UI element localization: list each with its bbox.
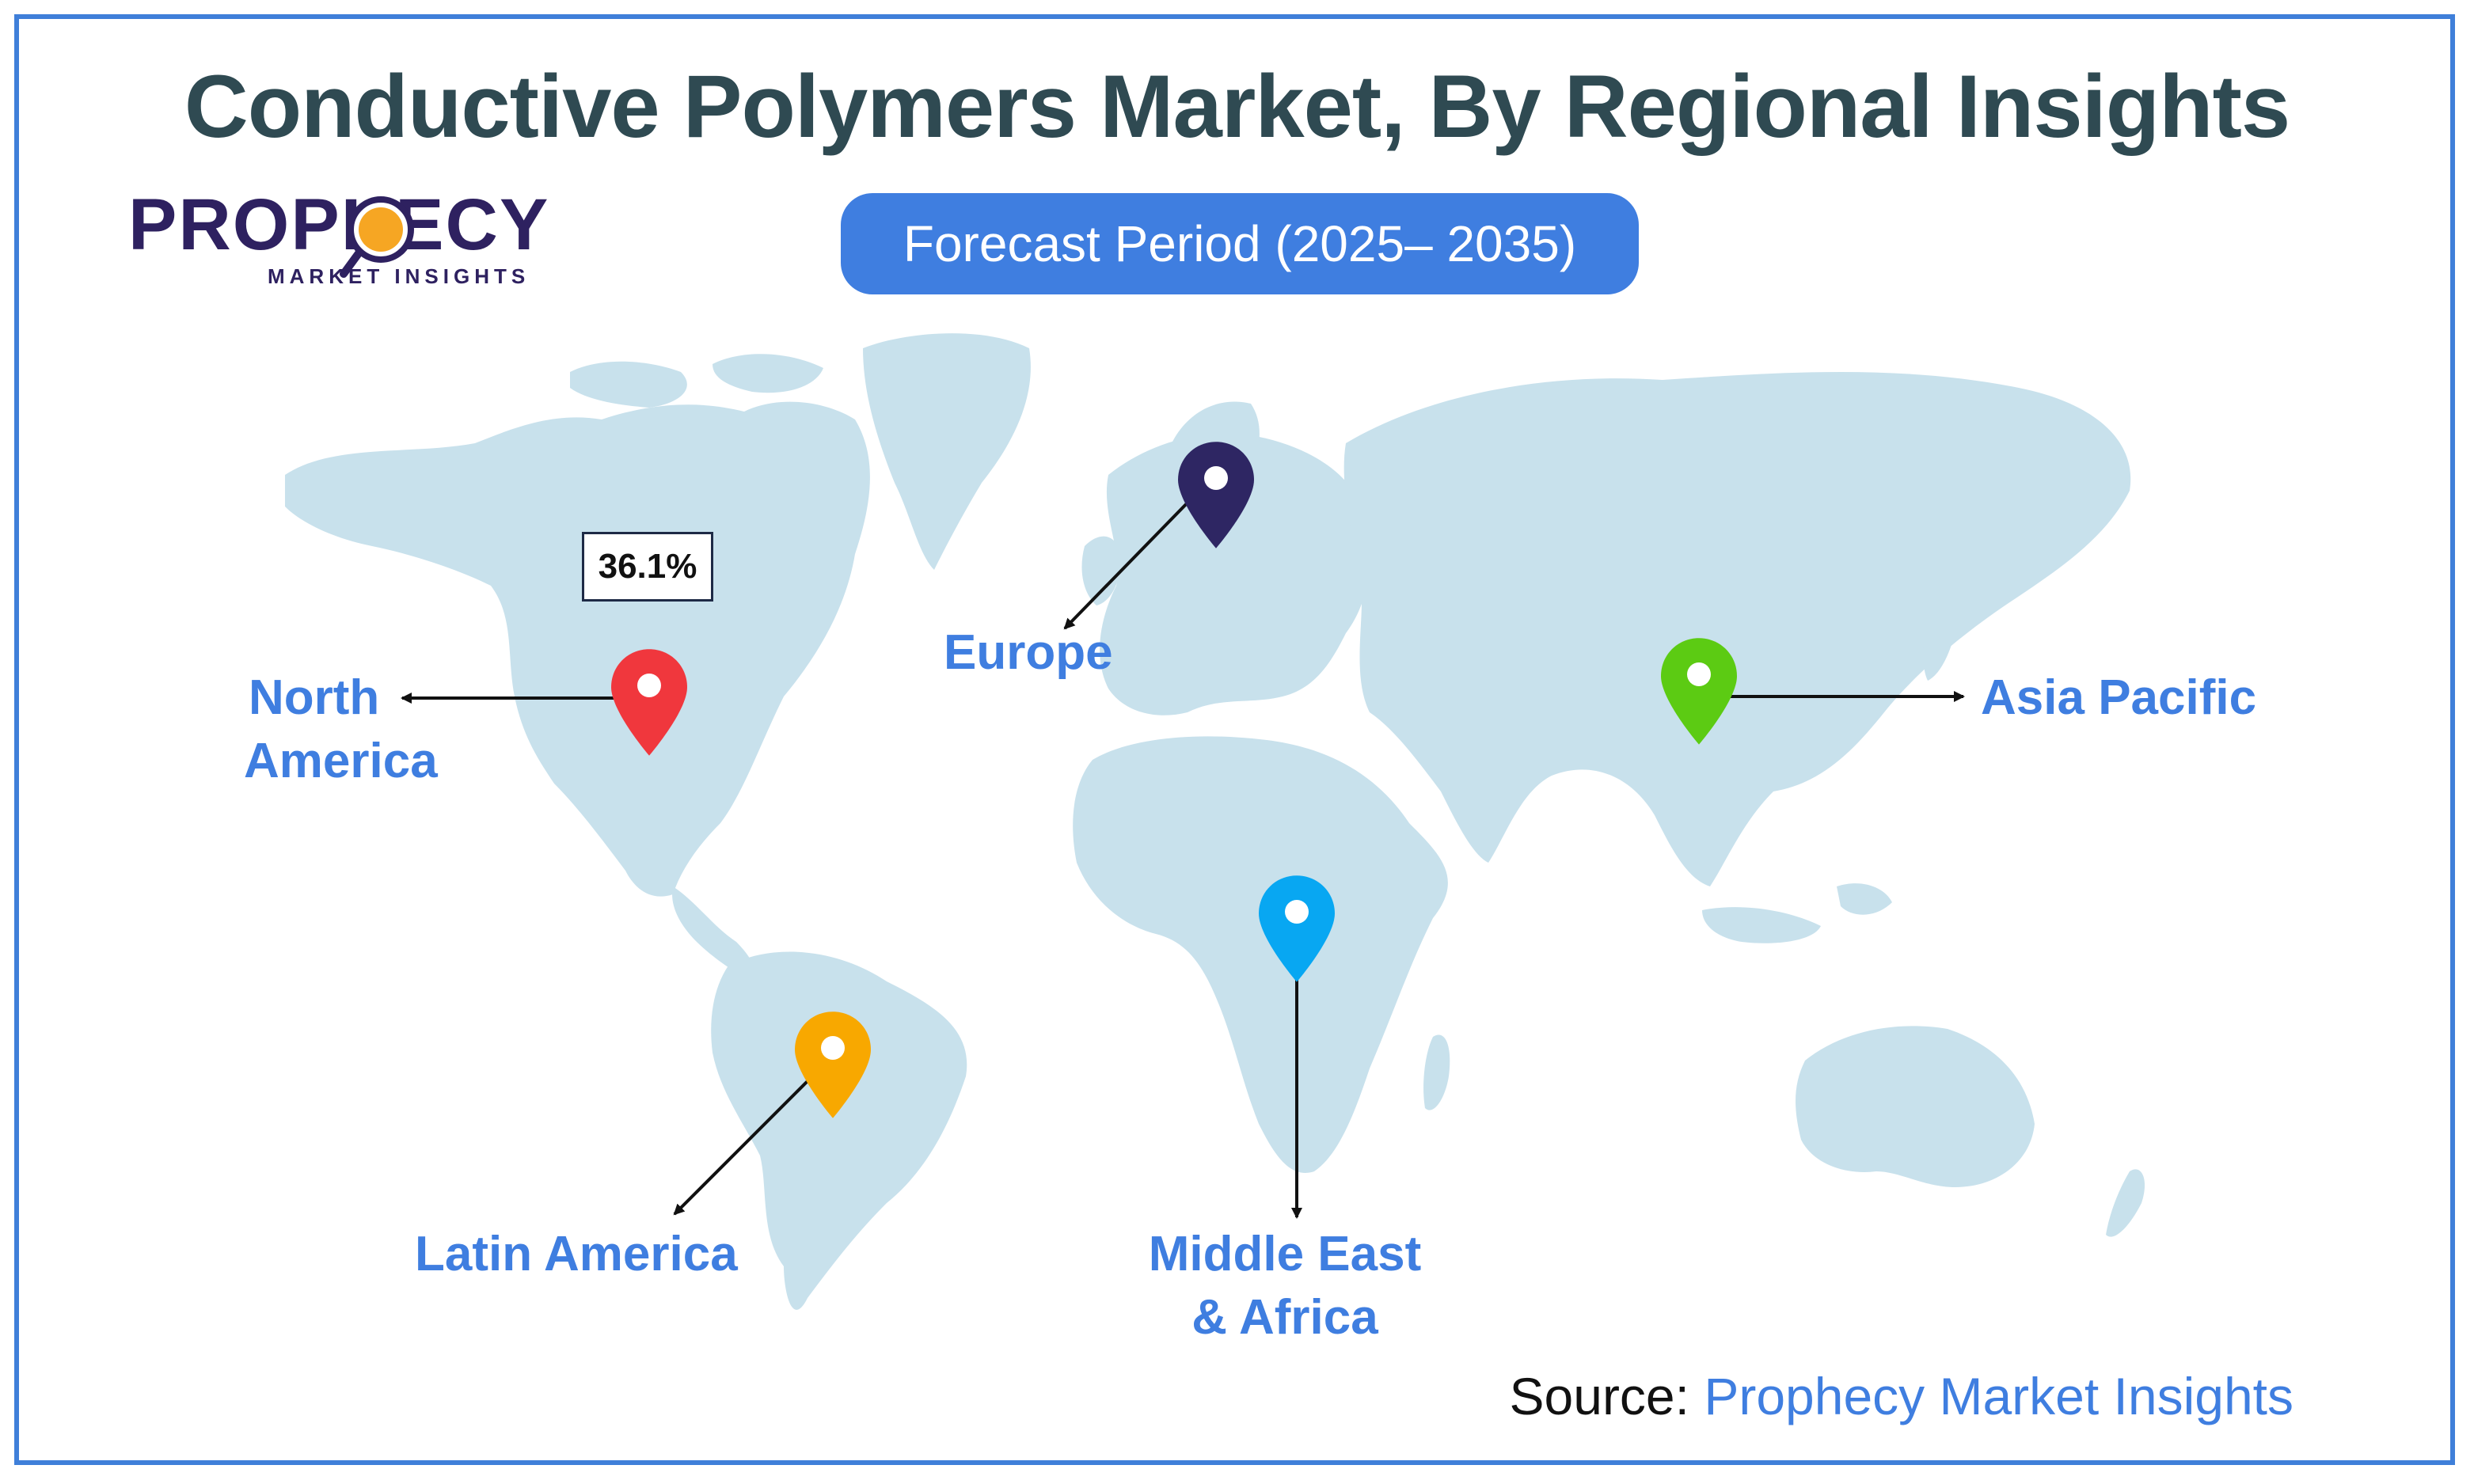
- pointer-lines: [401, 497, 1965, 1219]
- region-label-line: & Africa: [1191, 1290, 1378, 1345]
- region-label-latin-america: Latin America: [415, 1227, 738, 1281]
- arctic-islands: [570, 354, 823, 408]
- australia-landmass: [1796, 1026, 2035, 1187]
- location-pin-icon: [1661, 638, 1737, 745]
- new-zealand-landmass: [2106, 1169, 2145, 1237]
- africa-landmass: [1073, 736, 1448, 1173]
- asia-landmass: [1343, 372, 2131, 886]
- logo-tagline: MARKET INSIGHTS: [268, 264, 530, 288]
- forecast-period-badge: Forecast Period (2025– 2035): [841, 193, 1639, 294]
- location-pin-icon: [611, 649, 687, 756]
- europe-pointer: [1063, 497, 1193, 630]
- page-title: Conductive Polymers Market, By Regional …: [184, 57, 2290, 156]
- europe-landmass: [1100, 433, 1370, 715]
- location-pin-icon: [1259, 875, 1335, 982]
- magnifier-icon: [340, 196, 414, 278]
- madagascar-landmass: [1423, 1034, 1450, 1110]
- brand-logo: PROPHECY MARKET INSIGHTS: [128, 188, 603, 291]
- logo-wordmark: PROPHECY: [128, 188, 549, 261]
- region-label-asia-pacific: Asia Pacific: [1981, 670, 2257, 725]
- uk-landmass: [1081, 536, 1121, 605]
- latin-america-pointer: [673, 1078, 811, 1216]
- source-value: Prophecy Market Insights: [1704, 1367, 2293, 1425]
- region-label-north-america: North America: [244, 666, 438, 793]
- source-credit: Source: Prophecy Market Insights: [1510, 1366, 2293, 1426]
- location-pin-icon: [795, 1011, 871, 1118]
- japan-landmass: [1923, 591, 1959, 681]
- north-america-share-box: 36.1%: [582, 532, 713, 602]
- region-label-line: North: [249, 670, 380, 725]
- north-america-landmass: [285, 401, 870, 897]
- region-label-line: America: [244, 734, 438, 788]
- source-label: Source:: [1509, 1367, 1689, 1425]
- region-label-europe: Europe: [944, 625, 1113, 680]
- greenland-landmass: [863, 333, 1031, 570]
- continents: [285, 333, 2145, 1310]
- location-pin-icon: [1178, 442, 1254, 548]
- region-label-middle-east-africa: Middle East & Africa: [1145, 1223, 1425, 1349]
- central-america-landmass: [672, 886, 755, 981]
- logo-name: PROPHECY: [128, 184, 550, 265]
- region-label-line: Middle East: [1148, 1227, 1422, 1281]
- south-america-landmass: [711, 951, 967, 1310]
- southeast-asia-islands: [1702, 883, 1892, 943]
